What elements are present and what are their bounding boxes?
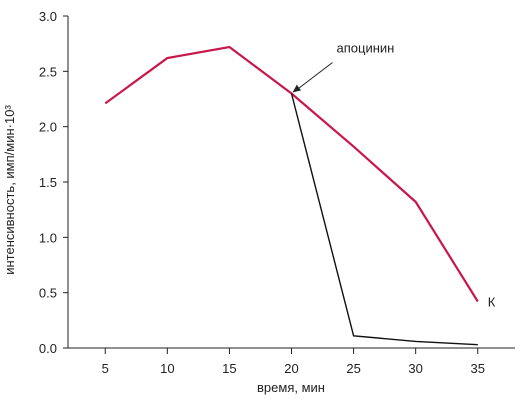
annotation-layer: апоцинин	[292, 40, 395, 93]
y-axis-title: интенсивность, имп/мин·10³	[2, 105, 17, 275]
y-tick-label: 2.0	[39, 120, 57, 135]
annotation-label: апоцинин	[337, 40, 395, 55]
annotation-arrow-shaft	[294, 62, 333, 92]
y-tick-label: 1.5	[39, 175, 57, 190]
x-axis-ticks: 5 10 15 20 25 30 35	[102, 348, 485, 376]
y-tick-label: 0.5	[39, 286, 57, 301]
y-tick-label: 0.0	[39, 341, 57, 356]
x-axis-title: время, мин	[257, 380, 325, 395]
y-tick-label: 3.0	[39, 9, 57, 24]
x-tick-label: 25	[346, 361, 360, 376]
series-label: К	[488, 295, 496, 310]
series-line	[290, 93, 478, 346]
y-tick-label: 2.5	[39, 64, 57, 79]
y-tick-label: 1.0	[39, 230, 57, 245]
x-tick-label: 5	[102, 361, 109, 376]
x-tick-label: 15	[222, 361, 236, 376]
annotation-arrow-head	[292, 84, 301, 93]
y-axis-ticks: 0.0 0.5 1.0 1.5 2.0 2.5 3.0	[39, 9, 68, 356]
plot-frame	[67, 16, 515, 349]
x-tick-label: 35	[471, 361, 485, 376]
x-tick-label: 30	[408, 361, 422, 376]
series-layer: К	[104, 45, 496, 346]
series-line	[104, 45, 479, 303]
x-tick-label: 20	[284, 361, 298, 376]
x-tick-label: 10	[160, 361, 174, 376]
